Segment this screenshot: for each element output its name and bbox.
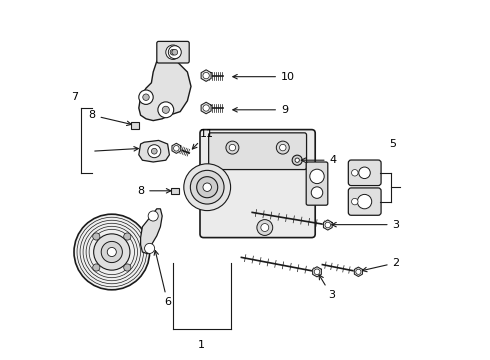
Circle shape (203, 105, 209, 111)
Text: 5: 5 (389, 139, 396, 149)
Polygon shape (354, 267, 363, 276)
Circle shape (139, 90, 153, 104)
Circle shape (94, 234, 130, 270)
Circle shape (74, 214, 149, 290)
Circle shape (166, 45, 180, 59)
Circle shape (172, 49, 178, 55)
Polygon shape (139, 140, 170, 162)
Circle shape (276, 141, 289, 154)
Circle shape (229, 144, 236, 151)
FancyBboxPatch shape (348, 160, 381, 186)
Text: 10: 10 (233, 72, 295, 82)
Text: 6: 6 (154, 251, 171, 307)
Circle shape (310, 169, 324, 184)
Circle shape (148, 145, 161, 158)
Circle shape (101, 242, 122, 262)
Text: 8: 8 (137, 186, 171, 196)
FancyBboxPatch shape (348, 188, 381, 215)
Circle shape (325, 222, 331, 228)
FancyBboxPatch shape (209, 133, 307, 170)
Circle shape (261, 224, 269, 231)
Circle shape (93, 264, 100, 271)
Text: 3: 3 (319, 275, 335, 300)
Circle shape (170, 49, 176, 55)
Text: 2: 2 (362, 258, 400, 272)
Circle shape (357, 194, 372, 209)
Circle shape (190, 170, 224, 204)
Circle shape (93, 233, 100, 240)
FancyBboxPatch shape (131, 122, 139, 129)
Polygon shape (323, 220, 332, 230)
FancyBboxPatch shape (157, 41, 189, 63)
Polygon shape (201, 70, 211, 81)
Circle shape (173, 145, 179, 151)
Polygon shape (313, 267, 321, 277)
Text: 8: 8 (89, 110, 131, 126)
Circle shape (196, 177, 218, 198)
Circle shape (169, 46, 181, 59)
Polygon shape (201, 102, 211, 114)
Polygon shape (141, 209, 162, 254)
FancyBboxPatch shape (200, 130, 315, 238)
Circle shape (257, 220, 273, 235)
Circle shape (148, 211, 158, 221)
Circle shape (145, 243, 155, 253)
Circle shape (203, 183, 211, 192)
FancyBboxPatch shape (306, 162, 328, 205)
Circle shape (123, 233, 131, 240)
Circle shape (295, 158, 299, 162)
Text: 1: 1 (198, 340, 205, 350)
Circle shape (314, 269, 320, 275)
Text: 7: 7 (71, 92, 78, 102)
Circle shape (162, 106, 170, 113)
Circle shape (158, 102, 174, 118)
Circle shape (226, 141, 239, 154)
Polygon shape (172, 143, 181, 153)
Circle shape (311, 187, 323, 198)
Circle shape (203, 72, 209, 79)
Circle shape (151, 148, 157, 154)
Circle shape (184, 164, 231, 211)
Circle shape (123, 264, 131, 271)
Circle shape (143, 94, 149, 100)
Text: 4: 4 (301, 155, 337, 165)
Circle shape (107, 247, 116, 257)
Text: 9: 9 (233, 105, 288, 115)
Polygon shape (139, 59, 191, 121)
Circle shape (359, 167, 370, 179)
Circle shape (351, 198, 358, 205)
Circle shape (292, 155, 302, 165)
Circle shape (356, 269, 361, 274)
Circle shape (351, 170, 358, 176)
Text: 11: 11 (193, 129, 214, 149)
FancyBboxPatch shape (171, 188, 179, 194)
Text: 3: 3 (332, 220, 400, 230)
Circle shape (280, 144, 286, 151)
